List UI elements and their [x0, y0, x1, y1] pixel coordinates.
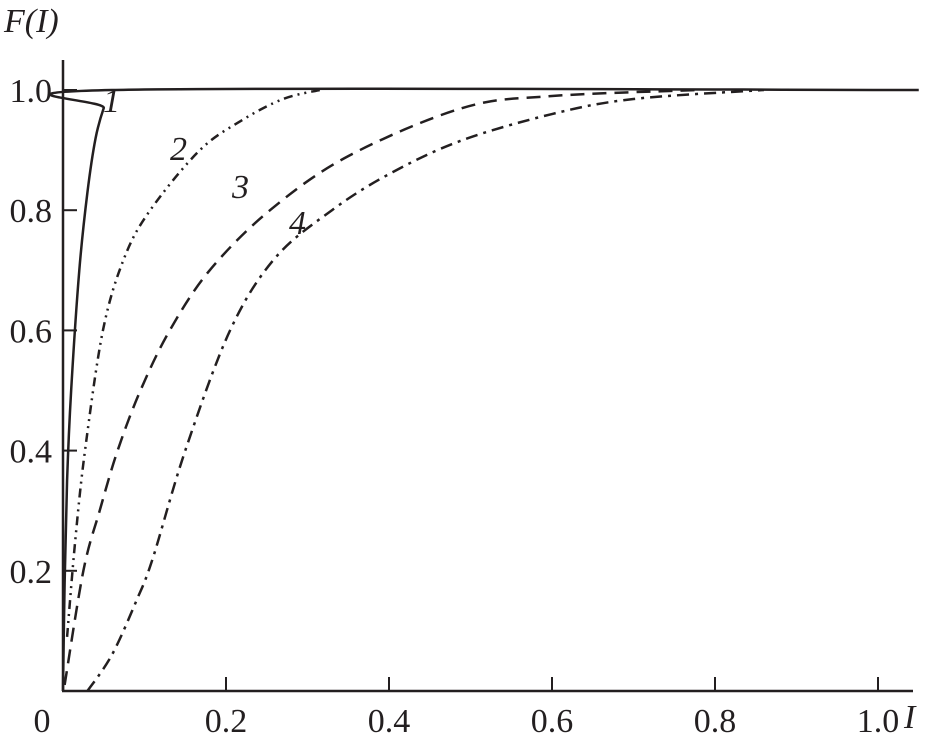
- curve-3: [63, 88, 699, 686]
- y-axis-label: F(I): [3, 3, 59, 40]
- curve-4: [86, 88, 764, 692]
- curve-1: [48, 87, 919, 692]
- y-tick-label: 0.6: [10, 313, 53, 350]
- x-tick-label: 0.8: [694, 703, 737, 740]
- y-tick-label: 0.4: [10, 434, 53, 471]
- curve-label-2: 2: [170, 131, 187, 168]
- x-tick-label: 0.6: [531, 703, 574, 740]
- x-tick-label: 0.2: [205, 703, 248, 740]
- x-axis-label: I: [903, 699, 917, 736]
- y-tick-label: 0.8: [10, 193, 53, 230]
- x-tick-label: 1.0: [857, 703, 900, 740]
- x-tick-label: 0: [34, 703, 51, 740]
- curve-2: [65, 88, 321, 638]
- curve-label-3: 3: [231, 169, 249, 206]
- y-tick-label: 0.2: [10, 554, 53, 591]
- y-tick-label: 1.0: [10, 73, 53, 110]
- axes: [61, 60, 913, 693]
- curve-label-1: 1: [103, 83, 120, 120]
- curve-label-4: 4: [289, 205, 306, 242]
- x-tick-label: 0.4: [368, 703, 411, 740]
